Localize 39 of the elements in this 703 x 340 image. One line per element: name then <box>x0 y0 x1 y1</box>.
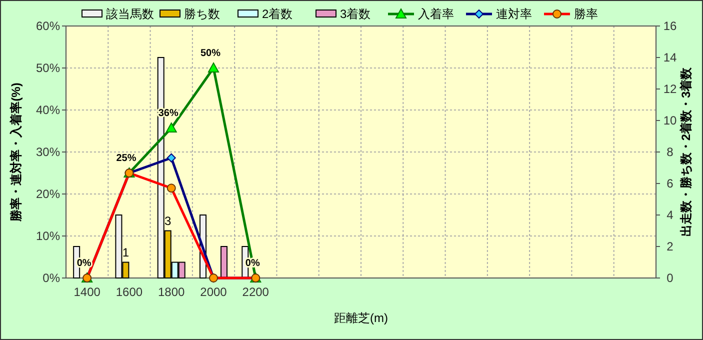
legend-label: 3着数 <box>340 7 371 22</box>
data-label: 50% <box>200 48 221 59</box>
y2-tick-label: 10 <box>663 114 677 128</box>
x-tick-label: 2200 <box>242 285 270 299</box>
data-label: 1 <box>122 245 130 260</box>
point <box>166 153 176 162</box>
y-tick-label: 60% <box>36 19 60 34</box>
point <box>166 122 177 133</box>
y2-tick-label: 14 <box>663 50 677 65</box>
legend-label: 2着数 <box>262 7 293 22</box>
y-tick-label: 40% <box>36 103 60 118</box>
y2-tick-label: 4 <box>666 208 674 222</box>
y-tick-label: 50% <box>36 61 60 76</box>
data-label: 25% <box>116 153 136 164</box>
point <box>208 62 219 72</box>
x-tick-label: 2000 <box>200 285 228 299</box>
y2-tick-label: 12 <box>663 82 677 96</box>
y-tick-label: 20% <box>36 187 60 202</box>
data-label: 3 <box>164 214 172 228</box>
y-tick-label: 10% <box>36 229 60 244</box>
x-axis-title: 距離芝(m) <box>334 311 388 325</box>
legend-label: 連対率 <box>496 7 532 22</box>
y2-tick-label: 6 <box>666 176 674 191</box>
y2-tick-label: 8 <box>666 145 674 160</box>
x-tick-label: 1400 <box>74 285 101 299</box>
y2-axis-title: 出走数・勝ち数・2着数・3着数 <box>679 66 693 237</box>
legend-label: 入着率 <box>418 7 454 22</box>
y-tick-label: 0% <box>42 271 60 286</box>
y2-tick-label: 2 <box>666 240 674 254</box>
x-tick-label: 1600 <box>116 285 143 299</box>
y2-tick-label: 16 <box>663 19 677 34</box>
x-tick-label: 1800 <box>158 285 186 299</box>
legend-label: 勝率 <box>574 7 598 22</box>
legend-label: 勝ち数 <box>184 7 220 22</box>
legend-label: 該当馬数 <box>106 7 154 22</box>
y2-tick-label: 0 <box>666 271 674 286</box>
y-axis-title: 勝率・連対率・入着率(%) <box>9 82 23 222</box>
y-tick-label: 30% <box>36 145 60 160</box>
bar <box>220 246 228 278</box>
